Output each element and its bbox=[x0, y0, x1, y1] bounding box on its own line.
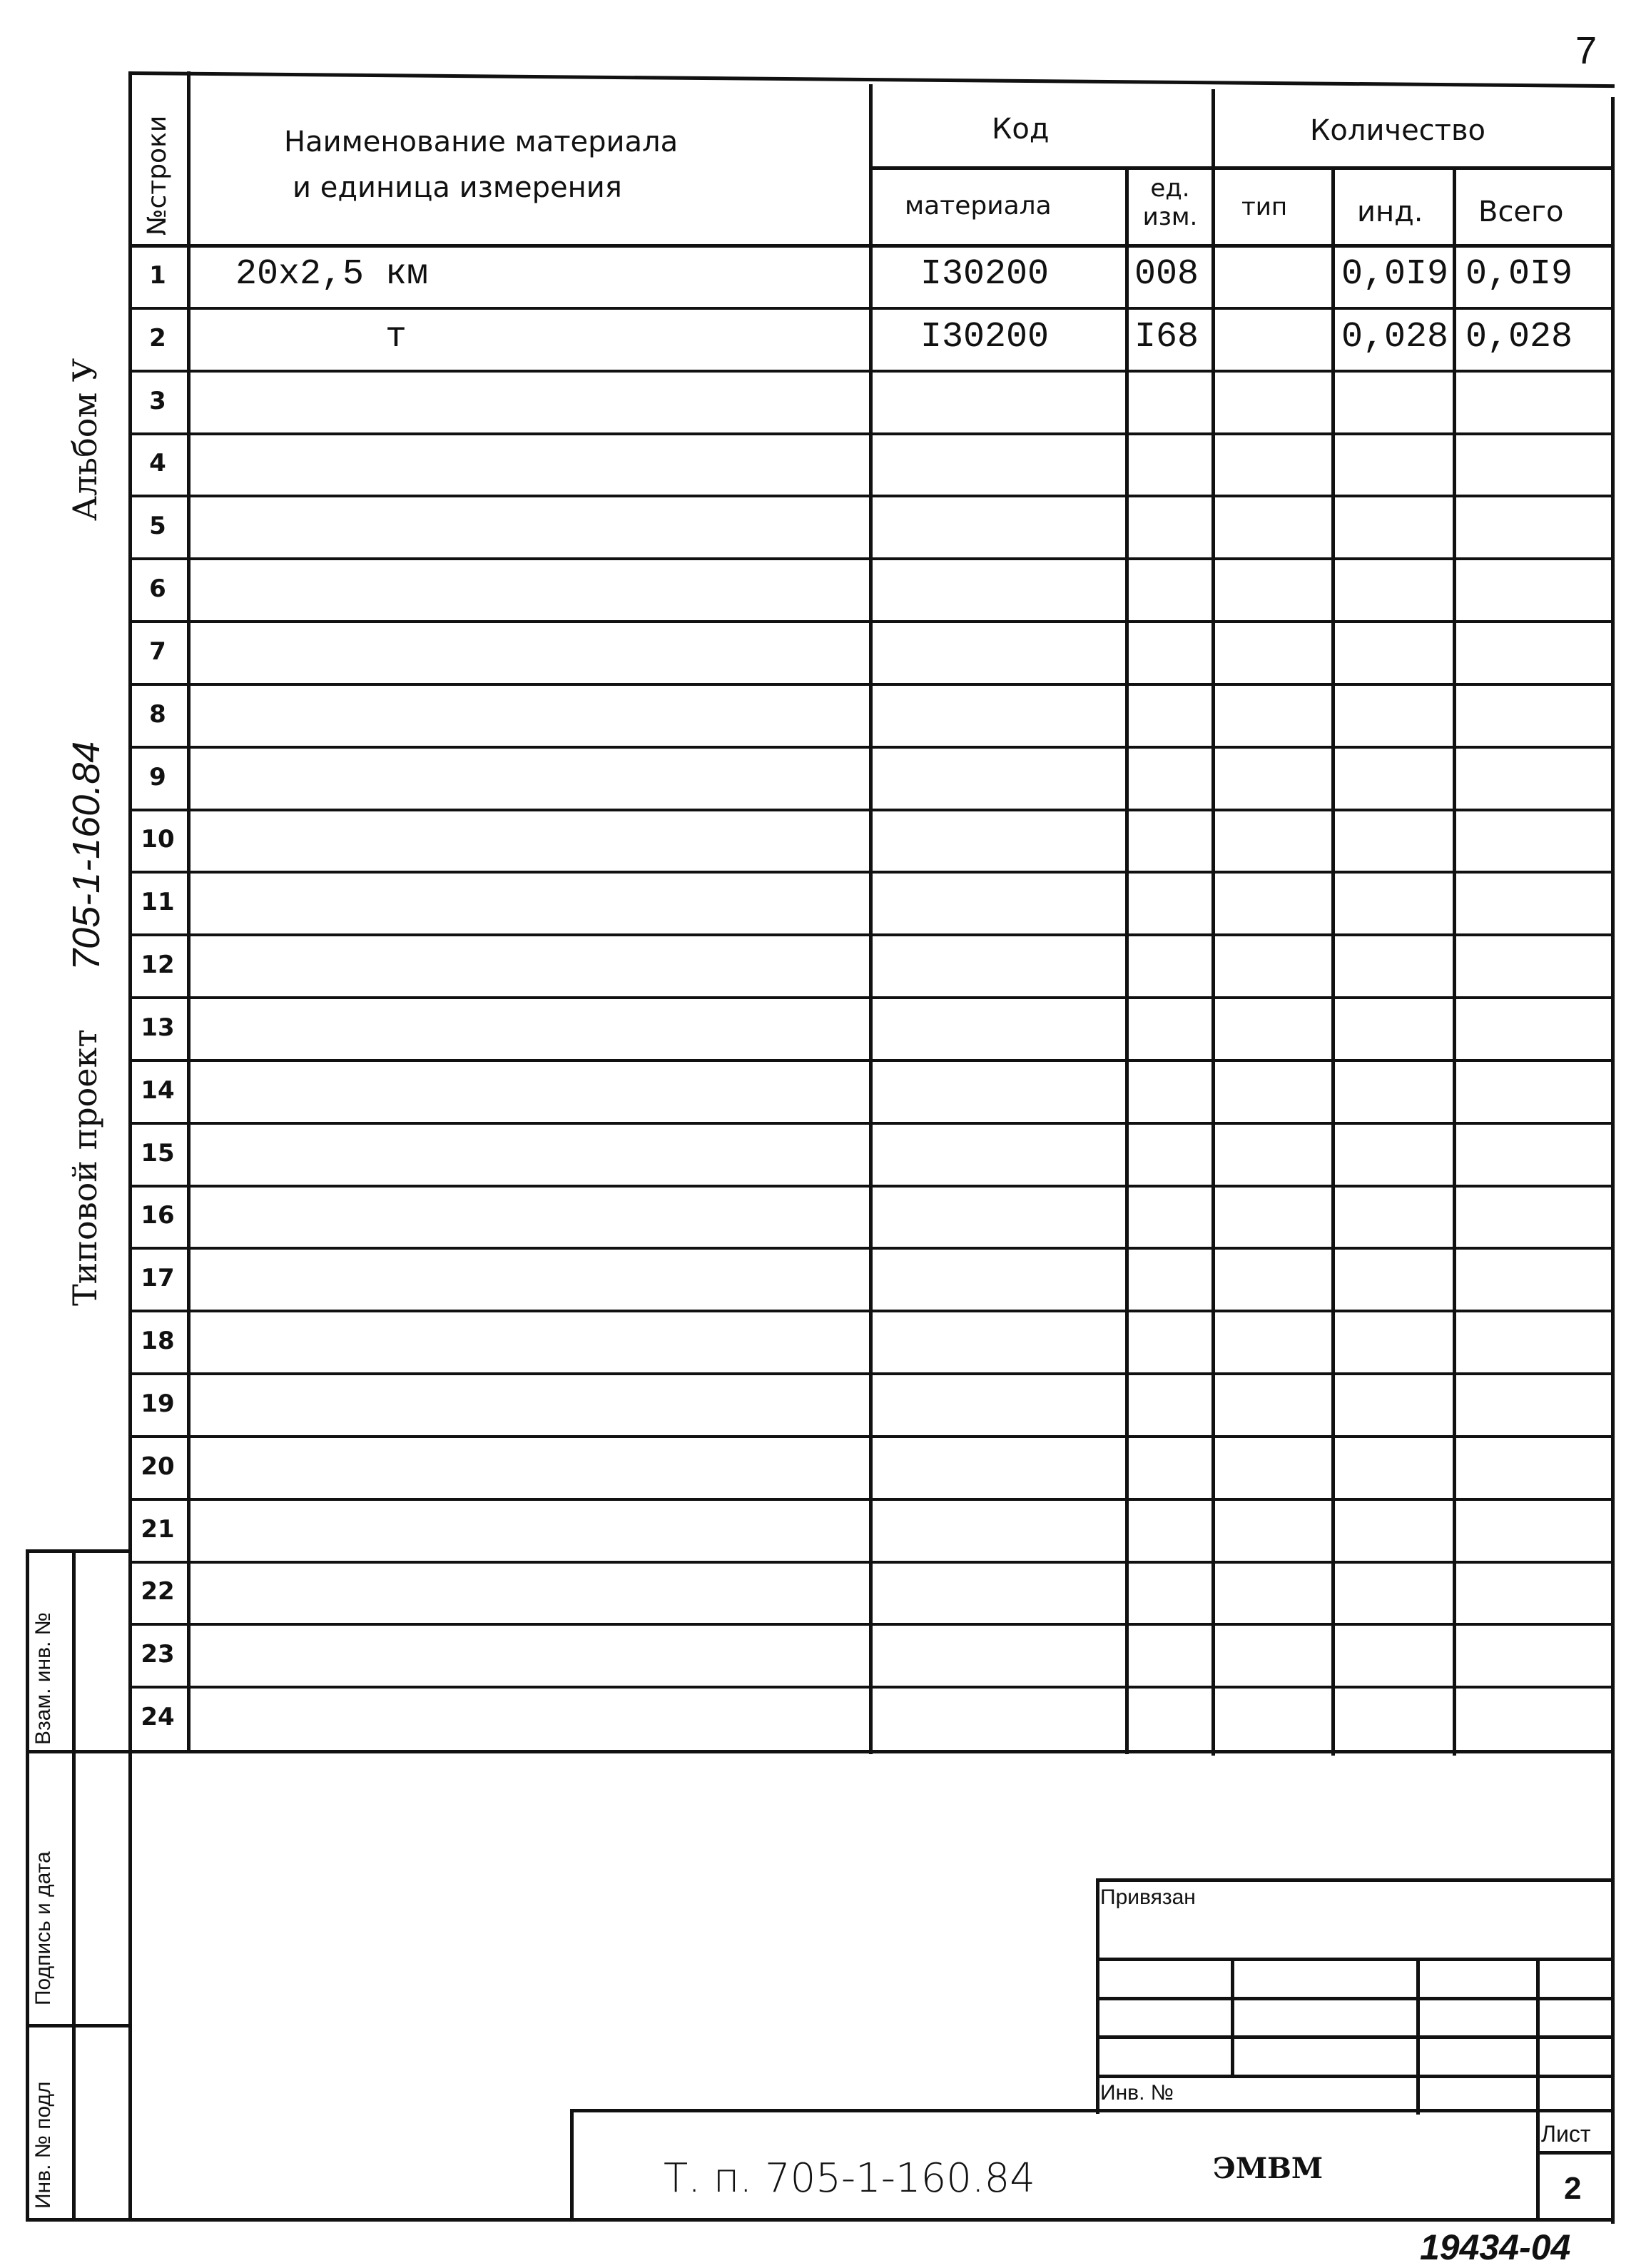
row-divider bbox=[128, 432, 1612, 435]
row-divider bbox=[128, 1560, 1612, 1564]
row-number: 3 bbox=[149, 386, 166, 415]
frame-left bbox=[128, 71, 132, 2222]
doc-title: ЭМВМ bbox=[1213, 2152, 1324, 2185]
qty-total-header: Всего bbox=[1478, 196, 1564, 228]
cell-name: т bbox=[385, 316, 407, 358]
row-divider bbox=[128, 1247, 1612, 1250]
row-number: 17 bbox=[141, 1264, 175, 1293]
quantity-header: Количество bbox=[1310, 114, 1486, 147]
name-header: Наименование материала bbox=[284, 126, 679, 158]
row-divider bbox=[128, 745, 1612, 749]
strip-border bbox=[26, 1750, 130, 1753]
cell-name: 20х2,5 км bbox=[235, 253, 429, 295]
replace-inv-label: Взам. инв. № bbox=[31, 1612, 55, 1745]
row-divider bbox=[128, 808, 1612, 811]
cell-material: I30200 bbox=[920, 253, 1050, 295]
cell-ind: 0,028 bbox=[1341, 316, 1449, 358]
row-divider bbox=[128, 495, 1612, 498]
name-header-2: и единица измерения bbox=[293, 171, 622, 204]
row-number: 14 bbox=[141, 1075, 175, 1105]
row-divider bbox=[128, 1434, 1612, 1438]
row-divider bbox=[128, 1686, 1612, 1689]
row-number: 12 bbox=[141, 951, 175, 980]
row-divider bbox=[128, 1184, 1612, 1188]
row-number: 7 bbox=[149, 637, 166, 666]
cell-total: 0,0I9 bbox=[1465, 253, 1573, 295]
inv-orig-label: Инв. № подл bbox=[31, 2081, 55, 2209]
row-divider bbox=[128, 1058, 1612, 1062]
row-divider bbox=[128, 871, 1612, 874]
row-number: 2 bbox=[149, 323, 166, 353]
row-number: 9 bbox=[149, 762, 166, 791]
row-divider bbox=[128, 306, 1612, 310]
frame-bottom bbox=[26, 2218, 1615, 2222]
row-divider bbox=[128, 620, 1612, 623]
row-number: 11 bbox=[141, 888, 175, 917]
row-number-header: №строки bbox=[143, 115, 172, 236]
row-divider bbox=[128, 1310, 1612, 1313]
inv-label: Инв. № bbox=[1100, 2081, 1174, 2105]
row-divider bbox=[128, 933, 1612, 937]
row-number: 24 bbox=[141, 1703, 175, 1732]
row-divider bbox=[128, 557, 1612, 561]
row-number: 5 bbox=[149, 512, 166, 541]
qty-type-header: тип bbox=[1241, 193, 1288, 221]
row-divider bbox=[128, 369, 1612, 373]
row-number: 1 bbox=[149, 260, 166, 290]
strip-border bbox=[26, 1549, 130, 1553]
row-divider bbox=[128, 1121, 1612, 1125]
project-code-handwritten: 705-1-160.84 bbox=[65, 741, 108, 971]
row-divider bbox=[128, 1497, 1612, 1501]
row-number: 6 bbox=[149, 574, 166, 604]
row-number: 4 bbox=[149, 449, 166, 478]
cell-total: 0,028 bbox=[1465, 316, 1573, 358]
cell-unit: I68 bbox=[1134, 316, 1199, 358]
cell-material: I30200 bbox=[920, 316, 1050, 358]
sheet-number: 2 bbox=[1564, 2171, 1582, 2206]
row-number: 16 bbox=[141, 1201, 175, 1230]
archive-number: 19434-04 bbox=[1420, 2227, 1571, 2267]
row-number: 22 bbox=[141, 1577, 175, 1606]
row-number: 18 bbox=[141, 1327, 175, 1356]
row-number: 10 bbox=[141, 825, 175, 854]
strip-border bbox=[26, 2024, 130, 2027]
qty-ind-header: инд. bbox=[1357, 196, 1423, 228]
strip-border bbox=[26, 1549, 29, 2220]
project-label: Типовой проект bbox=[66, 1029, 104, 1306]
row-number: 8 bbox=[149, 699, 166, 729]
frame-right bbox=[1611, 97, 1615, 2224]
strip-border bbox=[72, 1549, 76, 2220]
row-number: 21 bbox=[141, 1514, 175, 1544]
album-label: Альбом У bbox=[66, 358, 104, 521]
row-divider bbox=[128, 682, 1612, 686]
row-number: 19 bbox=[141, 1389, 175, 1418]
sheet-label: Лист bbox=[1541, 2121, 1591, 2147]
bound-label: Привязан bbox=[1100, 1885, 1196, 1909]
row-number: 20 bbox=[141, 1452, 175, 1481]
code-material-header: материала bbox=[905, 191, 1052, 221]
row-divider bbox=[128, 996, 1612, 999]
code-unit-header: ед. изм. bbox=[1142, 174, 1198, 231]
row-number: 13 bbox=[141, 1013, 175, 1042]
cell-ind: 0,0I9 bbox=[1341, 253, 1449, 295]
row-divider bbox=[128, 1372, 1612, 1375]
page-number: 7 bbox=[1575, 29, 1597, 72]
cell-unit: 008 bbox=[1134, 253, 1199, 295]
row-number: 23 bbox=[141, 1640, 175, 1669]
code-header: Код bbox=[992, 113, 1050, 146]
signature-date-label: Подпись и дата bbox=[31, 1851, 55, 2005]
row-divider bbox=[128, 1623, 1612, 1626]
doc-code: Т. п. 705-1-160.84 bbox=[664, 2155, 1035, 2202]
row-number: 15 bbox=[141, 1138, 175, 1168]
